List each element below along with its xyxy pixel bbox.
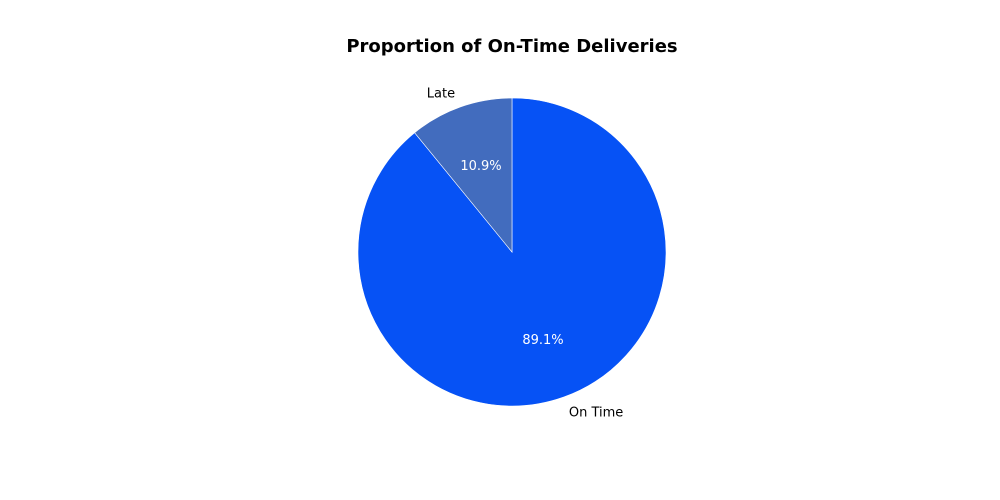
- pie-slice-late: [414, 97, 513, 253]
- pct-label-on-time: 89.1%: [522, 333, 563, 348]
- chart-title: Proportion of On-Time Deliveries: [346, 36, 677, 57]
- slice-label-late: Late: [427, 86, 455, 101]
- slice-label-on-time: On Time: [569, 406, 623, 421]
- pct-label-late: 10.9%: [460, 159, 501, 174]
- pie-slices: [357, 97, 667, 407]
- pie-labels: 89.1% On Time 10.9% Late: [427, 86, 623, 420]
